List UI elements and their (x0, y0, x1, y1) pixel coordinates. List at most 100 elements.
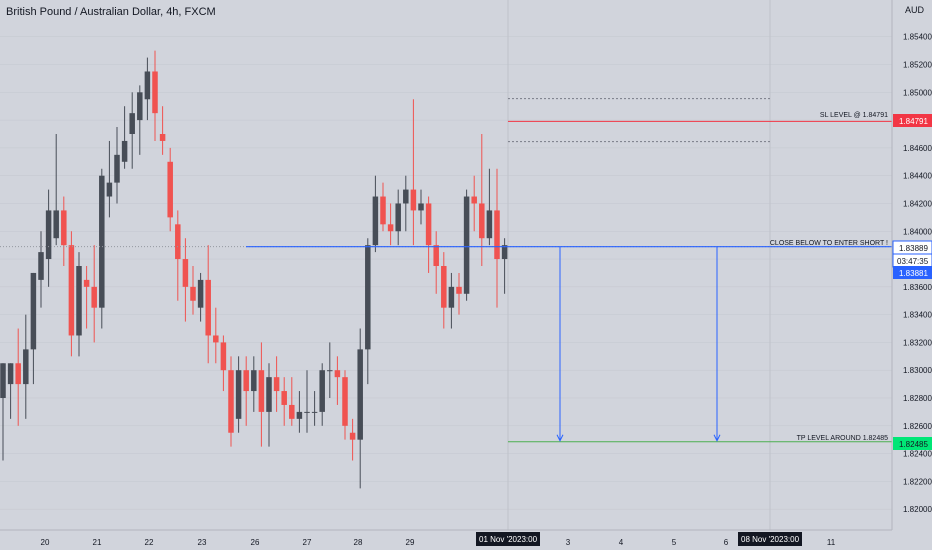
candle[interactable] (220, 335, 227, 392)
price-tick-label: 1.84200 (903, 199, 932, 208)
candle[interactable] (372, 175, 379, 253)
candle[interactable] (463, 189, 470, 301)
candle[interactable] (106, 140, 113, 218)
candle[interactable] (0, 363, 6, 461)
candle[interactable] (418, 189, 424, 225)
grid (0, 0, 892, 530)
candle[interactable] (15, 328, 21, 426)
candle[interactable] (76, 252, 82, 357)
candle[interactable] (53, 134, 59, 246)
time-tick-label: 22 (145, 538, 154, 547)
candle[interactable] (213, 307, 219, 364)
price-tick-label: 1.82600 (903, 422, 932, 431)
svg-text:1.83881: 1.83881 (899, 269, 928, 278)
candle[interactable] (479, 134, 485, 266)
candle[interactable] (289, 377, 295, 426)
time-tick-label: 27 (303, 538, 312, 547)
candle[interactable] (387, 203, 394, 246)
candle[interactable] (403, 175, 409, 232)
candle[interactable] (395, 189, 401, 246)
candle[interactable] (137, 85, 143, 155)
svg-text:1.83889: 1.83889 (899, 244, 928, 253)
candle[interactable] (228, 356, 234, 447)
tp-arrow-1[interactable] (556, 246, 564, 442)
candle[interactable] (23, 314, 29, 419)
candle[interactable] (501, 238, 508, 294)
candle[interactable] (38, 231, 44, 308)
price-tick-label: 1.85400 (903, 33, 932, 42)
candle[interactable] (304, 370, 310, 433)
time-tick-label: 5 (672, 538, 677, 547)
candle[interactable] (273, 356, 280, 412)
candle[interactable] (83, 266, 90, 329)
candle[interactable] (357, 328, 363, 489)
candle[interactable] (129, 92, 135, 169)
candle[interactable] (281, 377, 287, 426)
candle[interactable] (205, 245, 211, 364)
candle[interactable] (114, 127, 120, 204)
candle[interactable] (190, 266, 196, 315)
candle[interactable] (45, 189, 52, 287)
candle[interactable] (30, 272, 37, 385)
time-tick-label: 28 (354, 538, 363, 547)
candle[interactable] (471, 175, 477, 232)
time-tick-label: 23 (198, 538, 207, 547)
tp-arrow-2[interactable] (713, 246, 721, 442)
last-price-badge: 1.83881 (893, 266, 932, 279)
price-tick-label: 1.83400 (903, 311, 932, 320)
time-cursor-badge-2: 08 Nov '20 23:00 (738, 532, 802, 546)
levels[interactable] (0, 98, 892, 443)
candle[interactable] (456, 272, 462, 315)
candle[interactable] (91, 245, 97, 343)
time-tick-label: 21 (93, 538, 102, 547)
candle[interactable] (319, 363, 325, 426)
candle[interactable] (410, 99, 417, 246)
countdown-badge: 03:47:35 (892, 253, 932, 268)
candle[interactable] (258, 342, 265, 447)
candle[interactable] (365, 238, 371, 385)
candle[interactable] (441, 252, 447, 329)
candle[interactable] (121, 106, 128, 169)
time-tick-label: 20 (41, 538, 50, 547)
candle[interactable] (448, 272, 455, 329)
candle[interactable] (266, 363, 272, 447)
svg-text:03:47:35: 03:47:35 (897, 257, 929, 266)
candle[interactable] (251, 356, 257, 412)
candle[interactable] (311, 391, 318, 426)
candle[interactable] (152, 50, 158, 141)
candle[interactable] (380, 182, 386, 232)
candle[interactable] (235, 356, 242, 433)
candle[interactable] (327, 342, 333, 398)
candle[interactable] (243, 356, 249, 426)
candle[interactable] (68, 231, 75, 357)
time-axis[interactable]: 202122232627282934561011 (0, 529, 892, 547)
candle[interactable] (334, 356, 341, 405)
symbol-title: British Pound / Australian Dollar, 4h, F… (6, 6, 216, 18)
candle[interactable] (349, 418, 356, 461)
candle[interactable] (159, 106, 166, 155)
time-tick-label: 29 (406, 538, 415, 547)
candle[interactable] (486, 168, 493, 246)
price-tick-label: 1.84600 (903, 144, 932, 153)
candle[interactable] (425, 196, 432, 273)
candle[interactable] (175, 210, 181, 301)
svg-text:1.84791: 1.84791 (899, 117, 928, 126)
svg-text:01 Nov '20: 01 Nov '20 (479, 535, 518, 544)
candle[interactable] (342, 370, 348, 440)
candle[interactable] (296, 391, 303, 433)
candle[interactable] (144, 57, 151, 121)
candle[interactable] (197, 272, 204, 322)
candle[interactable] (494, 168, 500, 308)
candle[interactable] (182, 238, 189, 322)
candle[interactable] (167, 147, 173, 232)
time-tick-label: 6 (724, 538, 729, 547)
candles[interactable] (0, 50, 508, 489)
candle[interactable] (61, 196, 67, 266)
sl-label: SL LEVEL @ 1.84791 (820, 112, 888, 119)
candle[interactable] (7, 363, 14, 419)
price-tick-label: 1.82200 (903, 477, 932, 486)
candle[interactable] (433, 231, 439, 294)
candle[interactable] (99, 168, 105, 329)
